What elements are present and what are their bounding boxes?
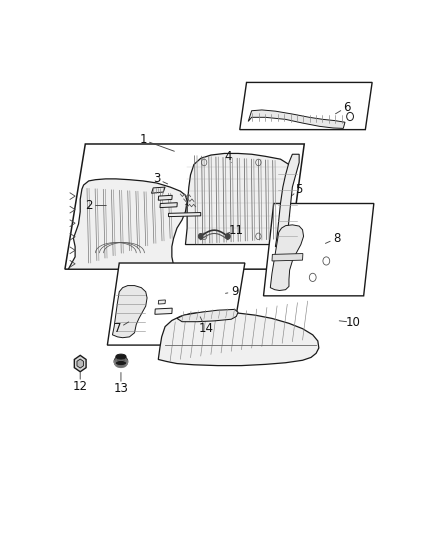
- Polygon shape: [264, 204, 374, 296]
- Polygon shape: [248, 110, 345, 128]
- Polygon shape: [160, 203, 177, 207]
- Text: 10: 10: [346, 316, 361, 329]
- Text: 2: 2: [85, 199, 92, 212]
- Text: 5: 5: [296, 183, 303, 196]
- Polygon shape: [158, 312, 319, 366]
- Polygon shape: [240, 83, 372, 130]
- Circle shape: [226, 233, 230, 239]
- Polygon shape: [77, 359, 84, 368]
- Polygon shape: [68, 179, 187, 269]
- Text: 12: 12: [73, 379, 88, 393]
- Text: 6: 6: [343, 101, 350, 114]
- Text: 9: 9: [231, 285, 238, 298]
- Text: 7: 7: [114, 322, 121, 335]
- Polygon shape: [185, 154, 293, 245]
- Polygon shape: [107, 263, 245, 345]
- Polygon shape: [152, 187, 165, 193]
- Text: 11: 11: [229, 224, 244, 237]
- Text: 1: 1: [139, 133, 147, 147]
- Text: 13: 13: [113, 382, 128, 394]
- Polygon shape: [113, 286, 147, 338]
- Polygon shape: [155, 308, 172, 314]
- Polygon shape: [65, 144, 304, 269]
- Polygon shape: [169, 213, 201, 216]
- Polygon shape: [177, 309, 238, 322]
- Polygon shape: [270, 225, 304, 290]
- Ellipse shape: [116, 354, 126, 359]
- Polygon shape: [158, 300, 166, 304]
- Text: 3: 3: [153, 172, 160, 185]
- Polygon shape: [74, 356, 86, 372]
- Ellipse shape: [114, 356, 128, 367]
- Polygon shape: [158, 195, 172, 200]
- Polygon shape: [272, 254, 303, 261]
- Text: 8: 8: [333, 232, 340, 245]
- Text: 4: 4: [224, 150, 232, 163]
- Polygon shape: [276, 154, 299, 247]
- Text: 14: 14: [198, 322, 213, 335]
- Circle shape: [198, 233, 203, 239]
